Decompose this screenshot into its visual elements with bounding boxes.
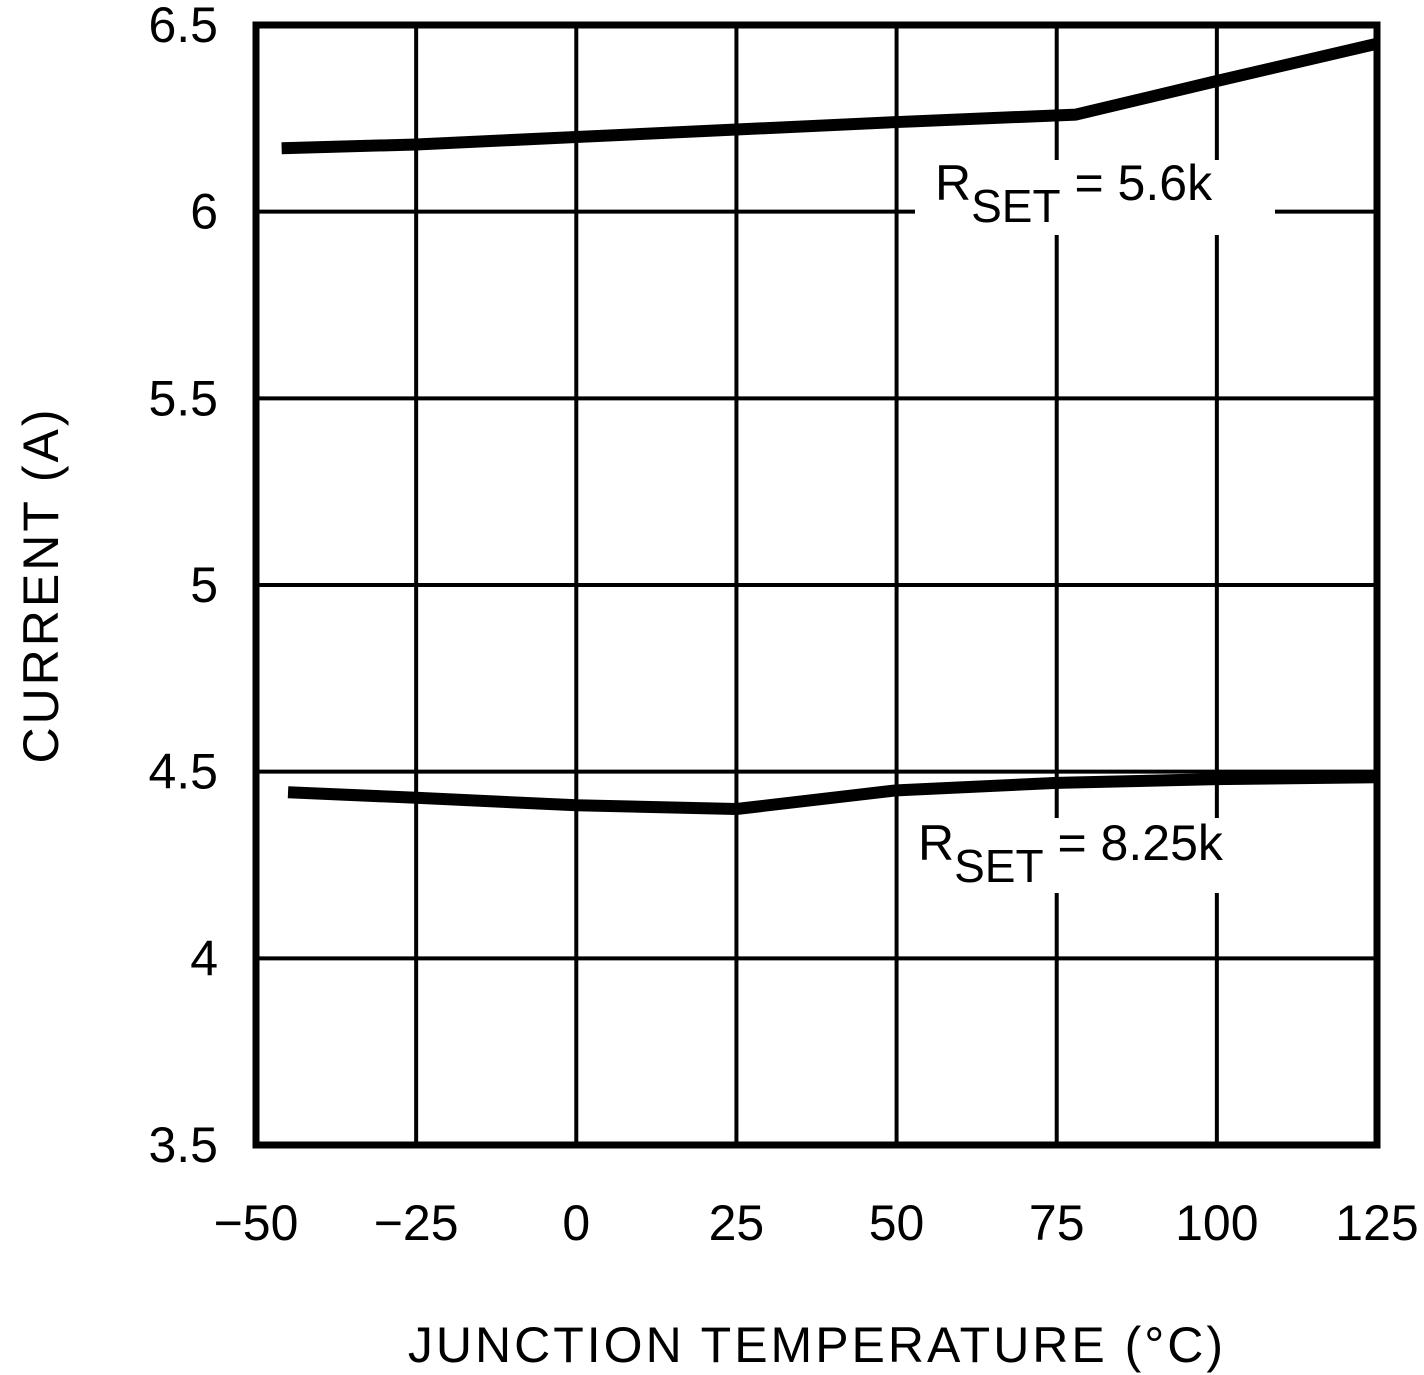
y-tick-label: 3.5 — [148, 1117, 218, 1173]
x-tick-label: 50 — [869, 1195, 925, 1251]
y-axis-ticks: 3.5 4 4.5 5 5.5 6 6.5 — [148, 0, 218, 1173]
x-axis-ticks: −50 −25 0 25 50 75 100 125 — [214, 1195, 1419, 1251]
label-background — [915, 160, 1275, 235]
series-label: RSET = 5.6k — [935, 155, 1213, 232]
y-tick-label: 5 — [190, 557, 218, 613]
x-tick-label: −25 — [374, 1195, 459, 1251]
x-tick-label: 125 — [1335, 1195, 1418, 1251]
plot-frame — [252, 21, 1381, 1149]
series-labels: RSET = 5.6k RSET = 8.25k — [918, 155, 1224, 892]
y-tick-label: 4.5 — [148, 744, 218, 800]
x-tick-label: 75 — [1029, 1195, 1085, 1251]
y-tick-label: 6.5 — [148, 0, 218, 53]
x-tick-label: 100 — [1175, 1195, 1258, 1251]
x-axis-label: JUNCTION TEMPERATURE (°C) — [408, 1317, 1226, 1373]
label-background — [905, 818, 1295, 893]
x-tick-label: 25 — [709, 1195, 765, 1251]
series-line — [287, 771, 1378, 815]
x-tick-label: 0 — [562, 1195, 590, 1251]
x-tick-label: −50 — [214, 1195, 299, 1251]
y-tick-label: 5.5 — [148, 370, 218, 426]
y-axis-label: CURRENT (A) — [13, 406, 69, 763]
series-line — [281, 37, 1379, 155]
y-tick-label: 4 — [190, 930, 218, 986]
series-label: RSET = 8.25k — [918, 815, 1224, 892]
data-series — [281, 37, 1379, 815]
y-tick-label: 6 — [190, 184, 218, 240]
grid-lines — [254, 23, 1379, 1147]
